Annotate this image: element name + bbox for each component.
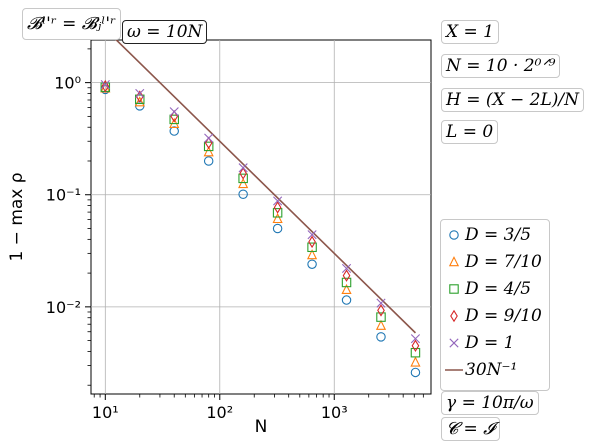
legend-entry: D = 1 [441,332,549,354]
n-value-box: N = 10 · 2⁰ᐟ⁹ [441,54,561,78]
data-point-triangle [203,146,214,157]
data-point-square [307,242,317,253]
x-tick-label: 10¹ [92,403,119,422]
data-point-square [341,277,352,288]
legend-entry: D = 3/5 [441,224,549,246]
data-point-triangle [134,96,145,107]
data-point-diamond [377,304,385,317]
data-point-x [169,107,179,117]
data-point-triangle [410,356,421,367]
x-value-box: X = 1 [441,20,499,44]
data-point-x [376,298,386,308]
data-point-x [238,163,248,173]
legend-label: D = 9/10 [465,306,542,326]
legend-marker-square [449,284,459,294]
x-tick-label: 10² [206,403,233,422]
data-point-square [272,208,283,218]
data-point-square [203,141,214,152]
data-point-diamond [308,235,316,249]
data-point-square [238,173,248,184]
legend-label: D = 3/5 [465,225,532,245]
data-point-diamond [204,136,213,150]
h-value-box: H = (X − 2L)/N [441,88,585,112]
legend-label: D = 7/10 [465,252,542,272]
omega-box: ω = 10N [122,20,208,44]
data-point-triangle [272,212,283,224]
data-point-triangle [341,283,352,295]
data-point-x [410,334,421,344]
y-tick-label: 10⁻¹ [46,186,81,205]
legend-label: D = 1 [465,333,515,353]
data-point-x [341,263,352,274]
gamma-box: γ = 10π/ω [441,391,539,415]
y-axis-label: 1 − max ρ [7,172,27,261]
data-point-triangle [238,177,249,189]
legend: D = 3/5 D = 7/10 D = 4/5 D = 9/10 D = 1 30N⁻¹ [440,219,550,391]
ticks: 10¹ 10² 10³ 10⁰ 10⁻¹ 10⁻² [46,48,424,422]
reference-line [104,28,417,334]
c-value-box: 𝓒 = 𝓘 [441,417,500,441]
l-value-box: L = 0 [441,120,499,144]
x-tick-label: 10³ [321,403,348,422]
legend-entry: D = 7/10 [441,251,549,273]
data-point-diamond [239,167,247,180]
plot-area [90,39,432,395]
data-point-square [376,312,386,322]
data-point-circle [376,332,386,342]
data-point-square [135,94,145,105]
data-point-diamond [342,269,351,282]
data-point-x [204,133,214,143]
legend-marker-icon [450,309,458,323]
data-point-diamond [273,201,282,214]
data-point-circle [169,126,179,136]
data-point-x [135,88,145,99]
data-point-circle [307,259,317,269]
legend-marker-icon [448,256,460,267]
data-point-diamond [411,339,420,352]
data-point-x [273,196,283,206]
legend-label: 30N⁻¹ [465,360,518,380]
legend-marker-diamond [450,309,458,323]
legend-marker-icon [445,369,463,371]
legend-marker-circle [449,230,459,240]
x-axis-label: N [255,417,268,437]
data-point-triangle [375,319,387,330]
legend-marker-icon [449,230,459,240]
data-point-circle [410,367,421,378]
data-point-square [169,114,179,125]
legend-entry: 30N⁻¹ [441,359,549,381]
data-point-circle [272,223,283,234]
data-point-diamond [101,79,110,93]
legend-marker-icon [449,338,459,348]
data-point-square [410,347,421,358]
legend-label: D = 4/5 [465,279,532,299]
data-points [100,79,421,378]
data-point-circle [203,156,214,166]
y-tick-label: 10⁰ [54,74,81,93]
y-tick-label: 10⁻² [46,298,81,317]
data-point-triangle [306,249,318,260]
data-point-circle [238,189,248,200]
data-point-x [100,80,110,90]
legend-marker-icon [449,284,459,294]
data-point-circle [341,295,352,305]
reference-line-30n-inv [104,28,417,334]
legend-entry: D = 9/10 [441,305,549,327]
grid [91,40,431,394]
b-label-box: 𝓑ˡ'ʳ = 𝓑ⱼˡ'ʳ [22,8,121,40]
data-point-x [307,230,317,240]
legend-entry: D = 4/5 [441,278,549,300]
legend-marker-triangle [448,256,460,267]
legend-marker-x [449,338,459,348]
